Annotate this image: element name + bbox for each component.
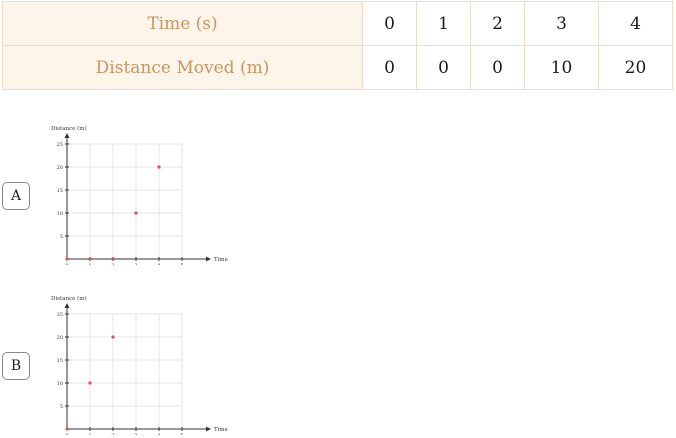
row-header-time: Time (s) — [2, 1, 363, 46]
y-axis-arrow — [64, 133, 70, 138]
data-point — [111, 335, 115, 339]
data-point — [65, 257, 69, 261]
graph-a: 0 1 2 3 4 5 5 10 15 20 25 Distance (m) Time (s) — [45, 120, 230, 265]
x-tick-label: 0 — [65, 263, 68, 265]
x-axis-label: Time (s) — [214, 426, 230, 433]
y-tick-label: 5 — [60, 404, 63, 410]
y-tick-label: 5 — [60, 234, 63, 240]
y-tick-label: 20 — [57, 165, 63, 171]
table-cell: 0 — [416, 45, 471, 90]
data-point — [88, 381, 92, 385]
table-cell: 0 — [470, 45, 525, 90]
y-tick-label: 20 — [57, 335, 63, 341]
data-point — [134, 211, 138, 215]
table-cell: 2 — [470, 1, 525, 46]
data-point — [65, 427, 69, 431]
x-tick-label: 3 — [134, 263, 137, 265]
row-header-distance: Distance Moved (m) — [2, 45, 363, 90]
y-tick-label: 10 — [57, 381, 63, 387]
x-axis-arrow — [206, 426, 211, 432]
x-tick-label: 1 — [88, 263, 91, 265]
y-axis-label: Distance (m) — [51, 125, 87, 132]
table-cell: 0 — [362, 45, 417, 90]
x-tick-label: 3 — [134, 433, 137, 435]
y-tick-label: 15 — [57, 188, 63, 194]
x-tick-label: 5 — [180, 433, 183, 435]
table-row-distance: Distance Moved (m) 0 0 0 10 20 — [2, 45, 673, 90]
y-tick-label: 25 — [57, 142, 63, 148]
y-tick-label: 10 — [57, 211, 63, 217]
x-tick-label: 1 — [88, 433, 91, 435]
y-tick-label: 25 — [57, 312, 63, 318]
graph-b-svg: 0 1 2 3 4 5 5 10 15 20 25 Distance (m) Time (s) — [51, 295, 230, 435]
table-cell: 4 — [598, 1, 673, 46]
x-tick-label: 2 — [111, 263, 114, 265]
x-axis-arrow — [206, 256, 211, 262]
table-cell: 10 — [524, 45, 599, 90]
graph-b: 0 1 2 3 4 5 5 10 15 20 25 Distance (m) Time (s) — [45, 290, 230, 435]
x-tick-label: 4 — [157, 433, 160, 435]
table-cell: 1 — [416, 1, 471, 46]
x-tick-label: 4 — [157, 263, 160, 265]
y-tick-label: 15 — [57, 358, 63, 364]
data-point — [111, 257, 115, 261]
y-axis-arrow — [64, 303, 70, 308]
data-point — [157, 165, 161, 169]
y-axis-label: Distance (m) — [51, 295, 87, 302]
data-point — [88, 257, 92, 261]
option-b-button[interactable]: B — [2, 352, 30, 380]
x-axis-label: Time (s) — [214, 256, 230, 263]
x-tick-label: 2 — [111, 433, 114, 435]
data-table: Time (s) 0 1 2 3 4 Distance Moved (m) 0 … — [2, 1, 673, 90]
table-cell: 20 — [598, 45, 673, 90]
table-cell: 0 — [362, 1, 417, 46]
table-cell: 3 — [524, 1, 599, 46]
x-tick-label: 5 — [180, 263, 183, 265]
x-tick-label: 0 — [65, 433, 68, 435]
table-row-time: Time (s) 0 1 2 3 4 — [2, 1, 673, 46]
option-a-button[interactable]: A — [2, 182, 30, 210]
graph-a-svg: 0 1 2 3 4 5 5 10 15 20 25 Distance (m) Time (s) — [51, 125, 230, 265]
